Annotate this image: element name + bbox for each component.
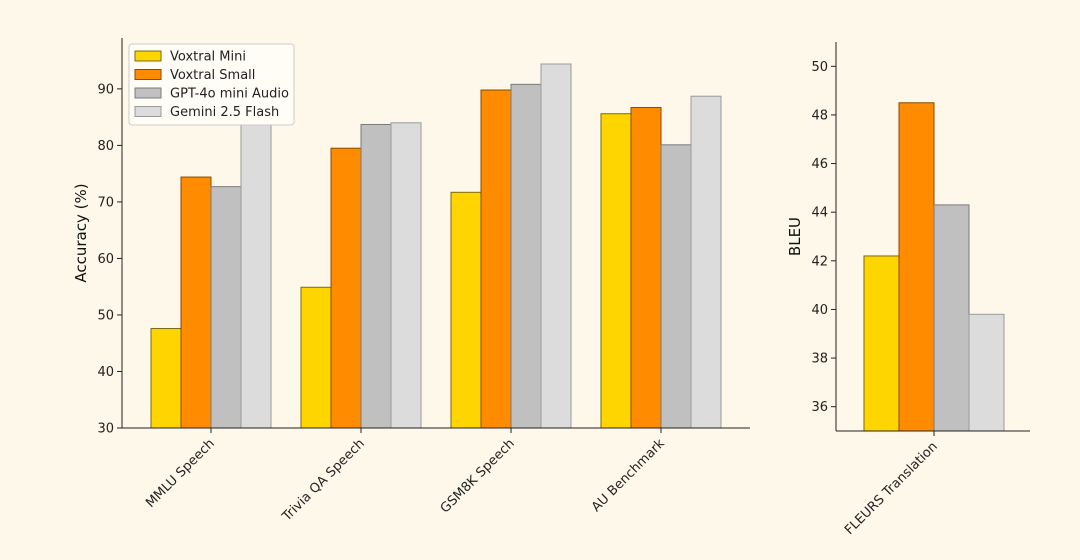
accuracy-bar-gpt-4o-mini-audio-au-benchmark [660, 144, 692, 429]
bleu-y-axis-title: BLEU [786, 217, 804, 256]
accuracy-bar-gemini-2-5-flash-au-benchmark [690, 95, 722, 429]
accuracy-y-tick-label: 70 [97, 195, 114, 210]
accuracy-bar-gpt-4o-mini-audio-trivia-qa-speech [360, 123, 392, 429]
bleu-bar-voxtral-small-fleurs-translation [898, 102, 935, 432]
accuracy-bar-voxtral-small-mmlu-speech [180, 176, 212, 429]
bleu-chart-panel: FLEURS Translation 36 38 40 42 44 46 48 50 BLEU [786, 42, 1030, 538]
accuracy-bar-gpt-4o-mini-audio-gsm8k-speech [510, 83, 542, 429]
bleu-y-tick-label: 44 [811, 206, 828, 221]
accuracy-y-tick-label: 30 [97, 422, 114, 437]
bleu-y-tick-label: 46 [811, 157, 828, 172]
accuracy-x-tick-label: Trivia QA Speech [279, 436, 368, 525]
accuracy-bar-voxtral-small-gsm8k-speech [480, 89, 512, 429]
bleu-bar-gemini-2-5-flash-fleurs-translation [968, 313, 1005, 432]
bleu-y-tick-label: 40 [811, 303, 828, 318]
bleu-x-tick-label: FLEURS Translation [842, 439, 941, 538]
accuracy-y-tick-label: 40 [97, 365, 114, 380]
accuracy-bar-voxtral-mini-trivia-qa-speech [300, 286, 332, 429]
accuracy-bar-gpt-4o-mini-audio-mmlu-speech [210, 186, 242, 429]
accuracy-bar-voxtral-mini-gsm8k-speech [450, 191, 482, 429]
accuracy-bar-voxtral-mini-au-benchmark [600, 113, 632, 429]
accuracy-bar-gemini-2-5-flash-trivia-qa-speech [390, 122, 422, 429]
accuracy-bar-voxtral-small-au-benchmark [630, 107, 662, 429]
legend-swatch-voxtral-small [134, 69, 162, 80]
accuracy-chart-panel: MMLU Speech Trivia QA Speech GSM8K Speech A… [72, 38, 750, 525]
legend-label-gemini-2-5-flash: Gemini 2.5 Flash [170, 105, 279, 120]
accuracy-y-tick-label: 80 [97, 139, 114, 154]
accuracy-y-tick-label: 50 [97, 308, 114, 323]
legend-swatch-gpt-4o-mini-audio [134, 87, 162, 99]
bleu-y-tick-label: 50 [811, 60, 828, 75]
accuracy-x-tick-label: AU Benchmark [589, 436, 668, 515]
bleu-y-tick-label: 48 [811, 108, 828, 123]
legend-swatch-voxtral-mini [134, 50, 162, 62]
bleu-y-tick-label: 38 [811, 352, 828, 367]
bleu-bar-voxtral-mini-fleurs-translation [863, 255, 900, 432]
legend-label-voxtral-small: Voxtral Small [170, 68, 255, 83]
accuracy-x-tick-label: GSM8K Speech [438, 436, 518, 516]
legend-swatch-gemini-2-5-flash [134, 106, 162, 117]
legend-label-voxtral-mini: Voxtral Mini [170, 50, 246, 65]
bleu-bar-gpt-4o-mini-audio-fleurs-translation [933, 204, 970, 432]
bleu-y-tick-label: 36 [811, 400, 828, 415]
accuracy-y-axis-title: Accuracy (%) [72, 183, 90, 282]
accuracy-bar-voxtral-mini-mmlu-speech [150, 328, 182, 429]
accuracy-bar-gemini-2-5-flash-mmlu-speech [240, 122, 272, 429]
accuracy-y-tick-label: 60 [97, 252, 114, 267]
bleu-y-tick-label: 42 [811, 254, 828, 269]
accuracy-y-tick-label: 90 [97, 82, 114, 97]
accuracy-bar-gemini-2-5-flash-gsm8k-speech [540, 63, 572, 429]
accuracy-bar-voxtral-small-trivia-qa-speech [330, 147, 362, 429]
accuracy-x-tick-label: MMLU Speech [143, 436, 218, 511]
legend-box [128, 43, 295, 126]
legend-label-gpt-4o-mini-audio: GPT-4o mini Audio [170, 87, 289, 102]
